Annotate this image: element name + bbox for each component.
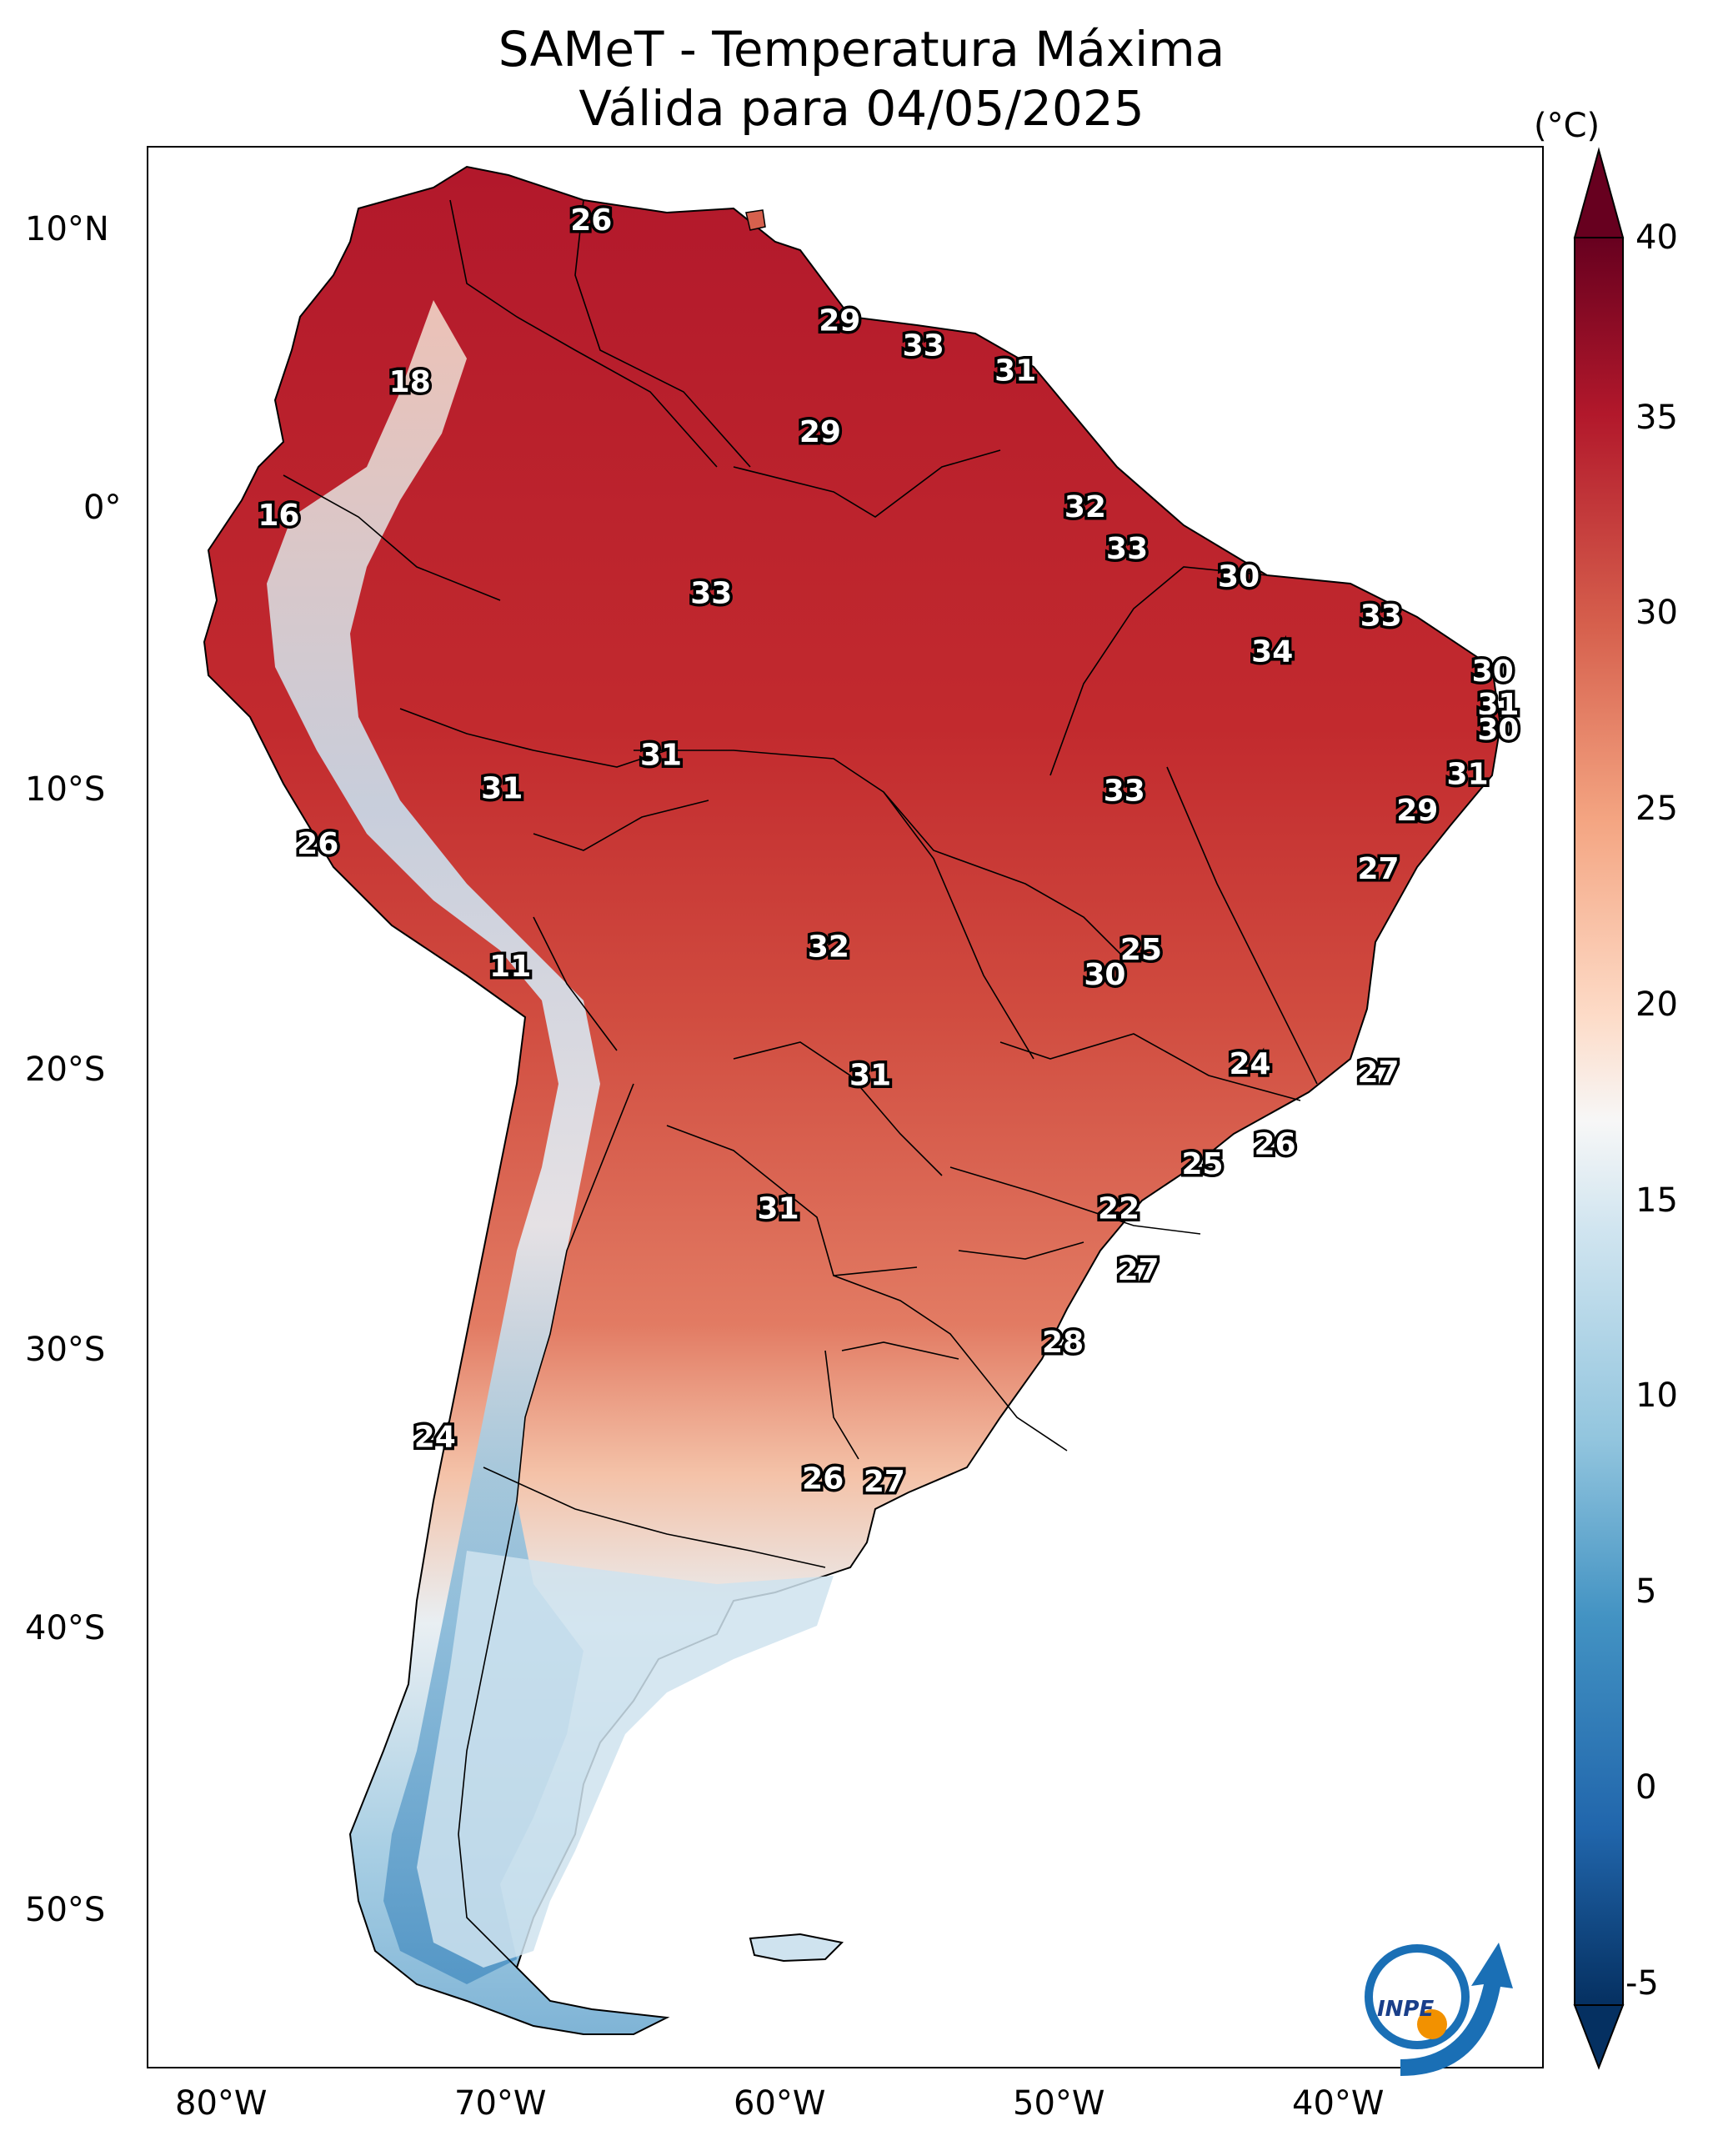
temperature-label: 30 [1472,654,1514,689]
temperature-label: 33 [1106,532,1148,566]
temperature-label: 26 [570,203,612,238]
colorbar-tick-40: 40 [1635,218,1678,257]
lon-tick-70w: 70°W [454,2084,547,2123]
inpe-logo: INPE [1365,1943,1513,2076]
temperature-label: 27 [864,1465,905,1499]
inpe-logo-arrow [1400,1943,1513,2076]
inpe-logo-dot [1417,2009,1447,2039]
temperature-label: 32 [1064,490,1106,524]
colorbar-gradient [1574,237,1624,2006]
temperature-label: 31 [1477,688,1519,722]
temperature-label: 33 [1104,775,1145,809]
lat-tick-30s: 30°S [25,1331,106,1369]
map-title-line2: Válida para 04/05/2025 [579,80,1144,137]
temperature-label: 26 [297,827,338,861]
temperature-label: 31 [758,1192,799,1226]
lon-tick-40w: 40°W [1292,2084,1385,2123]
colorbar-tick-20: 20 [1635,985,1678,1024]
map-title-line1: SAMeT - Temperatura Máxima [498,21,1225,78]
colorbar-tick-10: 10 [1635,1376,1678,1415]
temperature-label: 31 [1447,758,1489,792]
temperature-label: 18 [389,365,431,399]
temperature-label: 16 [258,499,299,533]
temperature-label: 27 [1357,852,1399,886]
lon-tick-80w: 80°W [175,2084,268,2123]
temperature-label: 29 [819,303,860,338]
inpe-logo-ring [1365,1944,1470,2049]
temperature-label: 22 [1098,1192,1139,1226]
temperature-label: 26 [1255,1128,1296,1162]
inpe-logo-text: INPE [1377,1997,1434,2022]
lon-tick-60w: 60°W [734,2084,826,2123]
temperature-label: 30 [1084,958,1125,992]
temperature-label: 25 [1181,1147,1223,1181]
colorbar-tick-30: 30 [1635,594,1678,632]
temperature-label: 28 [1042,1326,1084,1360]
lon-tick-50w: 50°W [1013,2084,1105,2123]
temperature-label: 31 [994,354,1036,389]
colorbar-tick-0: 0 [1635,1768,1657,1807]
colorbar-max-extension [1573,147,1625,238]
trinidad-island [745,209,766,231]
temperature-label: 31 [640,738,682,772]
falkland-islands [749,1933,844,1963]
lat-tick-0: 0° [83,489,122,527]
temperature-label: 32 [808,930,849,965]
temperature-label: 30 [1218,560,1260,594]
temperature-label: 33 [903,328,944,363]
colorbar-tick-minus-5: -5 [1625,1964,1659,2003]
colorbar [1573,147,1625,2070]
colorbar-tick-15: 15 [1635,1181,1678,1220]
temperature-label: 33 [1360,599,1402,633]
temperature-label: 26 [802,1462,844,1496]
colorbar-tick-35: 35 [1635,399,1678,437]
country-borders [283,199,1318,1968]
temperature-label: 27 [1117,1253,1159,1287]
temperature-label: 27 [1357,1055,1399,1090]
temperature-label: 33 [690,577,732,611]
colorbar-unit: (°C) [1534,107,1600,145]
patagonia-cool-area [417,1551,834,1968]
temperature-label: 11 [489,950,531,984]
lat-tick-10s: 10°S [25,770,106,809]
temperature-label: 34 [1251,635,1293,669]
temperature-label: 30 [1477,713,1519,747]
temperature-label: 24 [1229,1047,1270,1081]
temperature-label: 29 [1396,794,1438,828]
colorbar-tick-5: 5 [1635,1572,1657,1611]
lat-tick-10n: 10°N [25,210,109,248]
temperature-label: 31 [849,1058,891,1092]
temperature-label: 29 [799,415,841,449]
temperature-label: 24 [414,1420,456,1454]
lat-tick-20s: 20°S [25,1050,106,1089]
lat-tick-40s: 40°S [25,1609,106,1647]
colorbar-min-extension [1573,2004,1625,2070]
colorbar-tick-25: 25 [1635,790,1678,828]
temperature-label: 31 [481,771,523,805]
lat-tick-50s: 50°S [25,1891,106,1929]
temperature-label: 25 [1120,933,1162,967]
